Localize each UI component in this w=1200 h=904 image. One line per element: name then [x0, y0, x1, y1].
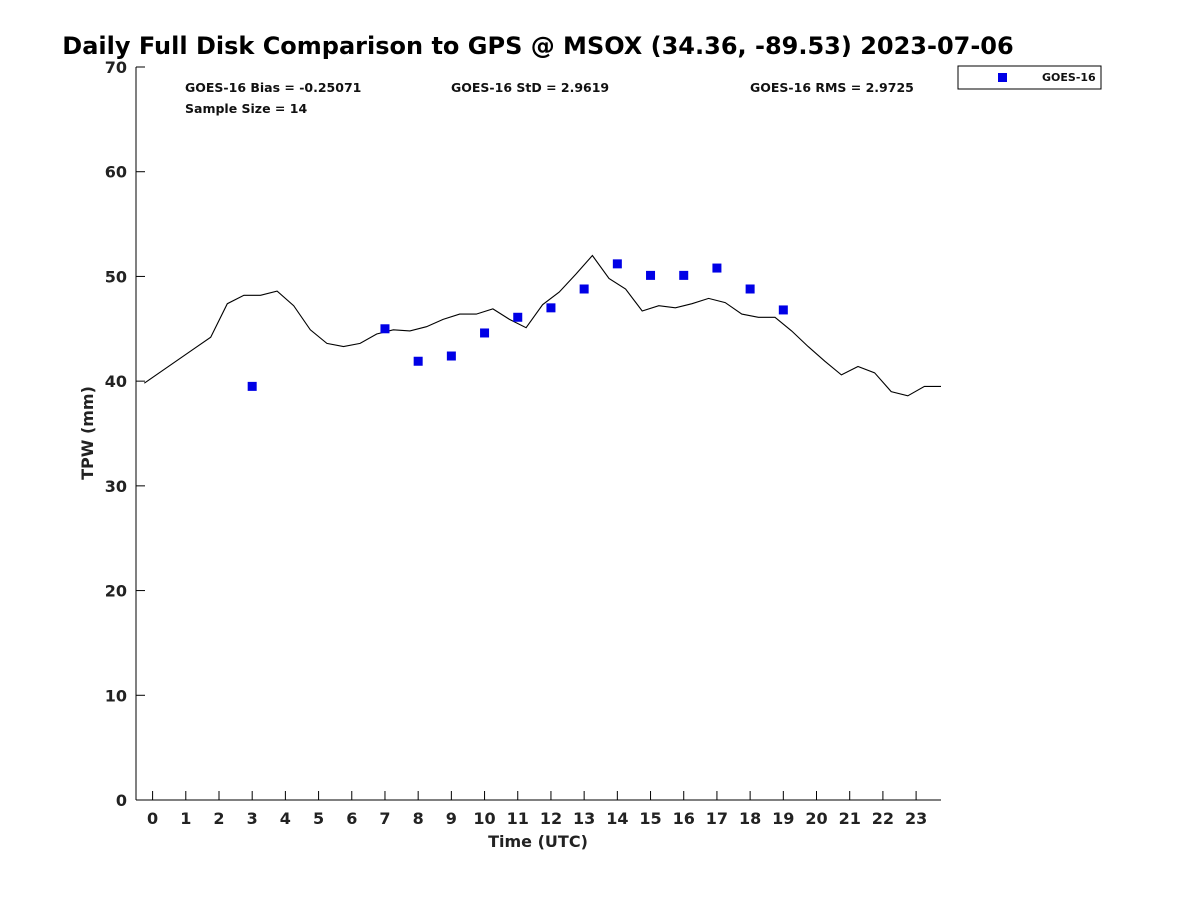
x-tick-label: 15 — [639, 809, 661, 828]
goes-16-point — [446, 351, 456, 361]
goes-16-point — [646, 270, 656, 280]
y-tick-label: 0 — [116, 791, 127, 810]
x-tick-label: 22 — [872, 809, 894, 828]
goes-16-point — [579, 284, 589, 294]
goes-16-point — [380, 324, 390, 334]
legend-box — [957, 65, 1102, 90]
y-tick-label: 70 — [105, 58, 127, 77]
goes-16-point — [247, 381, 257, 391]
x-tick-label: 5 — [313, 809, 324, 828]
x-tick-label: 20 — [805, 809, 827, 828]
y-axis-label: TPW (mm) — [78, 386, 97, 480]
goes-points — [247, 259, 788, 391]
y-tick-label: 30 — [105, 477, 127, 496]
chart-title: Daily Full Disk Comparison to GPS @ MSOX… — [62, 32, 1013, 60]
x-tick-label: 12 — [540, 809, 562, 828]
goes-16-point — [513, 312, 523, 322]
goes-16-point — [712, 263, 722, 273]
gps-tpw-line — [143, 254, 941, 397]
goes-16-point — [480, 328, 490, 338]
x-tick-label: 7 — [379, 809, 390, 828]
x-tick-label: 2 — [213, 809, 224, 828]
sample-size-text: Sample Size = 14 — [185, 101, 307, 116]
x-tick-label: 3 — [247, 809, 258, 828]
y-tick-label: 10 — [105, 686, 127, 705]
legend: GOES-16 — [957, 65, 1102, 90]
goes-16-point — [679, 270, 689, 280]
x-tick-label: 23 — [905, 809, 927, 828]
y-tick-label: 50 — [105, 267, 127, 286]
x-tick-label: 11 — [507, 809, 529, 828]
x-tick-label: 8 — [413, 809, 424, 828]
goes-16-point — [745, 284, 755, 294]
x-tick-label: 10 — [473, 809, 495, 828]
x-tick-label: 21 — [839, 809, 861, 828]
x-tick-label: 18 — [739, 809, 761, 828]
x-tick-label: 9 — [446, 809, 457, 828]
legend-marker — [998, 73, 1007, 82]
x-tick-label: 1 — [180, 809, 191, 828]
bias-text: GOES-16 Bias = -0.25071 — [185, 80, 361, 95]
goes-16-point — [546, 303, 556, 313]
legend-label: GOES-16 — [1042, 71, 1096, 84]
y-tick-label: 40 — [105, 372, 127, 391]
x-tick-label: 19 — [772, 809, 794, 828]
x-tick-label: 16 — [673, 809, 695, 828]
x-tick-label: 6 — [346, 809, 357, 828]
goes-16-point — [778, 305, 788, 315]
x-tick-label: 13 — [573, 809, 595, 828]
gps-line — [143, 254, 941, 397]
std-text: GOES-16 StD = 2.9619 — [451, 80, 609, 95]
x-axis-label: Time (UTC) — [488, 832, 588, 851]
x-tick-label: 4 — [280, 809, 291, 828]
rms-text: GOES-16 RMS = 2.9725 — [750, 80, 914, 95]
y-tick-label: 60 — [105, 163, 127, 182]
x-tick-label: 14 — [606, 809, 628, 828]
x-tick-label: 17 — [706, 809, 728, 828]
goes-16-point — [413, 356, 423, 366]
goes-16-point — [612, 259, 622, 269]
y-tick-label: 20 — [105, 582, 127, 601]
x-tick-label: 0 — [147, 809, 158, 828]
